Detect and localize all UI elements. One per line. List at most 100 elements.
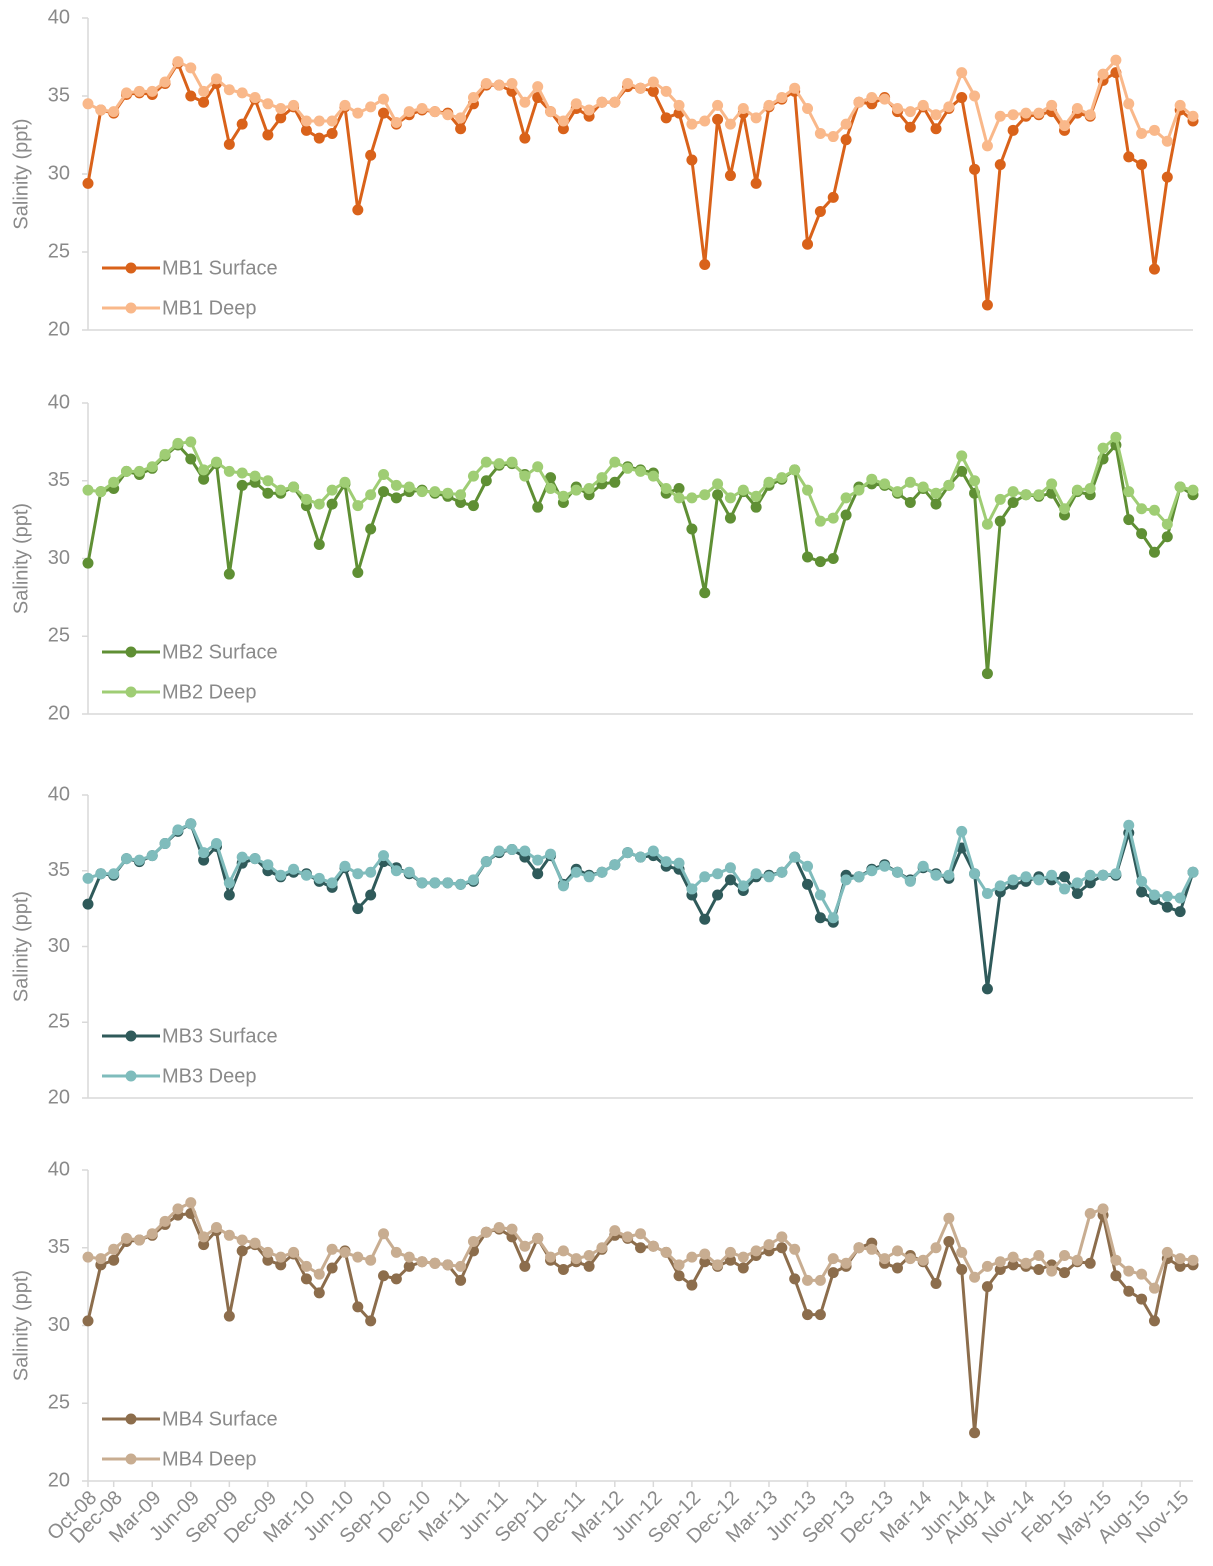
point — [724, 492, 736, 504]
point — [660, 1246, 672, 1258]
point — [1136, 875, 1148, 887]
point — [686, 492, 698, 504]
point — [750, 501, 762, 513]
point — [724, 874, 736, 886]
point — [596, 1242, 608, 1254]
point — [1059, 883, 1071, 895]
point — [891, 486, 903, 498]
point — [943, 869, 955, 881]
point — [724, 1254, 736, 1266]
point — [352, 1251, 364, 1263]
point — [159, 448, 171, 460]
point — [635, 1242, 646, 1254]
point — [814, 1274, 826, 1286]
point — [686, 1279, 698, 1291]
point — [917, 860, 929, 872]
y-tick-label: 25 — [48, 240, 70, 262]
point — [583, 1260, 595, 1272]
point — [159, 837, 171, 849]
point — [275, 112, 287, 124]
point — [827, 1253, 839, 1265]
point — [339, 99, 351, 111]
point — [198, 96, 210, 108]
point — [236, 1245, 248, 1257]
point — [814, 912, 826, 924]
point — [493, 845, 505, 857]
point — [1071, 887, 1083, 899]
point — [545, 472, 557, 484]
point — [172, 1203, 184, 1215]
point — [313, 872, 325, 884]
point — [943, 479, 955, 491]
legend-label: MB1 Deep — [162, 297, 257, 319]
point — [763, 476, 775, 488]
y-tick-label: 25 — [48, 625, 70, 647]
legend-label: MB1 Surface — [162, 257, 278, 279]
point — [647, 76, 659, 88]
point — [917, 99, 929, 111]
point — [750, 177, 762, 189]
point — [198, 854, 210, 866]
point — [365, 149, 377, 161]
point — [1123, 98, 1135, 110]
point — [223, 568, 235, 580]
point — [390, 1273, 402, 1285]
point — [313, 115, 325, 127]
point — [557, 490, 569, 502]
point — [275, 1251, 287, 1263]
legend-marker — [125, 646, 137, 658]
point — [609, 476, 621, 488]
point — [930, 1242, 942, 1254]
point — [647, 85, 659, 97]
point — [686, 118, 698, 130]
panel: Salinity (ppt) 20 25 30 35 40 MB3 Surface MB3 D… — [10, 783, 1199, 1108]
point — [609, 859, 621, 871]
point — [570, 1253, 582, 1265]
point — [82, 177, 94, 189]
point — [352, 204, 364, 216]
y-tick-label: 30 — [48, 935, 70, 957]
point — [673, 1259, 685, 1271]
point — [236, 851, 248, 863]
point — [146, 85, 158, 97]
legend-label: MB3 Surface — [162, 1025, 278, 1047]
y-tick-label: 30 — [48, 1314, 70, 1336]
point — [146, 850, 158, 862]
point — [249, 1237, 261, 1249]
y-tick-label: 40 — [48, 783, 70, 805]
point — [493, 1222, 505, 1234]
point — [1020, 489, 1032, 501]
point — [82, 1251, 94, 1263]
point — [1161, 1246, 1173, 1258]
point — [390, 1246, 402, 1258]
point — [802, 1274, 814, 1286]
point — [596, 96, 608, 108]
point — [223, 877, 235, 889]
point — [1123, 819, 1135, 831]
y-axis-title: Salinity (ppt) — [10, 1270, 32, 1381]
point — [724, 1246, 736, 1258]
point — [275, 484, 287, 496]
point — [981, 1260, 993, 1272]
point — [455, 878, 467, 890]
point — [1020, 107, 1032, 119]
point — [506, 844, 518, 856]
point — [198, 464, 210, 476]
point — [622, 1231, 634, 1243]
point — [1007, 109, 1019, 121]
point — [210, 1222, 222, 1234]
point — [763, 1239, 775, 1251]
point — [1148, 889, 1160, 901]
point — [378, 1270, 390, 1282]
point — [943, 1212, 955, 1224]
point — [300, 1273, 312, 1285]
y-tick-label: 25 — [48, 1011, 70, 1033]
point — [686, 883, 698, 895]
point — [532, 81, 544, 93]
point — [724, 118, 736, 130]
point — [288, 863, 300, 875]
point — [840, 134, 852, 146]
y-tick-label: 35 — [48, 84, 70, 106]
point — [570, 98, 582, 110]
point — [673, 1270, 685, 1282]
